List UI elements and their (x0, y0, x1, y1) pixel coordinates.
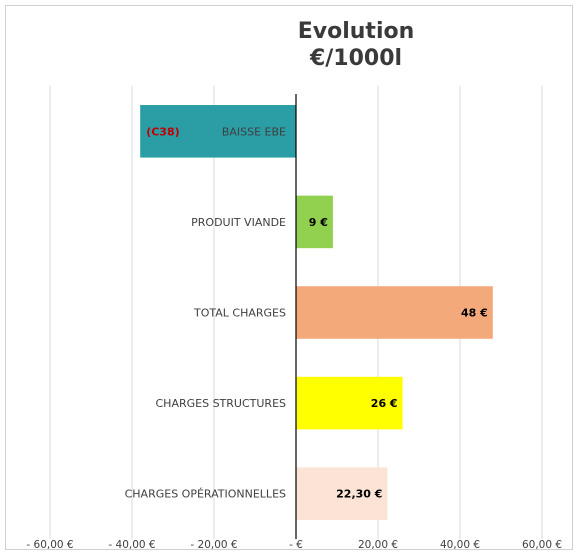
x-tick-label: 60,00 € (522, 539, 562, 551)
x-axis-tick-labels: - 60,00 € - 40,00 € - 20,00 € - € 20,00 € 40,… (26, 539, 562, 551)
x-tick-label: 40,00 € (440, 539, 480, 551)
data-label: 26 € (371, 397, 398, 410)
bar-chart: Evolution €/1000l BAISSE EBE PRODUIT VIAN… (26, 19, 562, 551)
category-label: BAISSE EBE (222, 125, 286, 138)
category-label: CHARGES OPÉRATIONNELLES (125, 488, 286, 501)
data-labels: (C38) 9 € 48 € 26 € 22,30 € (146, 125, 488, 500)
x-tick-label: - € (289, 539, 303, 551)
data-label: (C38) (146, 125, 179, 138)
bar (296, 286, 493, 339)
bar (296, 467, 388, 520)
bars (140, 105, 493, 520)
chart-frame: Evolution €/1000l BAISSE EBE PRODUIT VIAN… (5, 5, 573, 551)
bar (296, 376, 403, 430)
category-labels: BAISSE EBE PRODUIT VIANDE TOTAL CHARGES CHA… (125, 125, 286, 500)
chart-title-line-1: Evolution (298, 19, 415, 44)
data-label: 9 € (309, 216, 328, 229)
category-label: TOTAL CHARGES (193, 307, 286, 320)
bar (140, 105, 296, 158)
bar (296, 195, 333, 249)
x-tick-label: - 40,00 € (108, 539, 155, 551)
chart-title: Evolution €/1000l (298, 19, 415, 71)
chart-title-line-2: €/1000l (309, 46, 402, 71)
data-label: 22,30 € (336, 488, 382, 501)
x-tick-label: 20,00 € (358, 539, 398, 551)
x-tick-label: - 20,00 € (190, 539, 237, 551)
x-tick-label: - 60,00 € (26, 539, 73, 551)
category-label: PRODUIT VIANDE (191, 216, 286, 229)
category-label: CHARGES STRUCTURES (156, 397, 287, 410)
data-label: 48 € (461, 307, 488, 320)
